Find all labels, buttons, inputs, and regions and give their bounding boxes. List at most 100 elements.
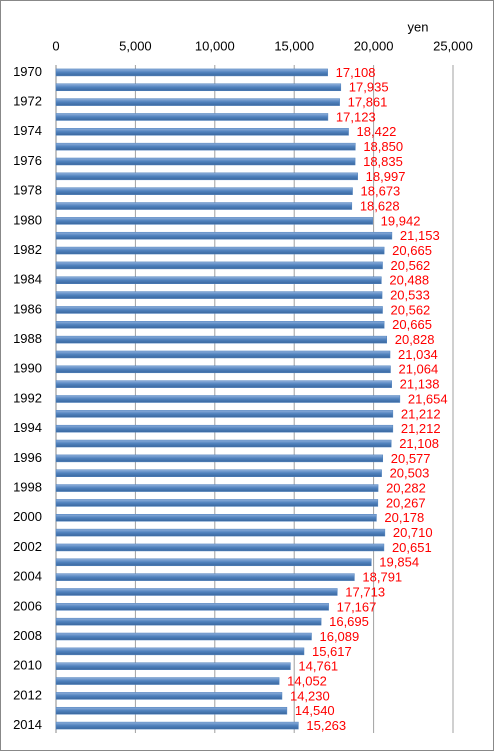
y-tick-label: 2004 [13, 569, 42, 584]
y-tick-label: 2008 [13, 628, 42, 643]
value-label: 18,673 [361, 184, 401, 199]
value-label: 20,651 [392, 540, 432, 555]
y-tick-label: 2000 [13, 509, 42, 524]
bar [55, 83, 342, 92]
bar [55, 113, 329, 121]
value-label: 20,828 [395, 332, 435, 347]
bar [55, 276, 382, 284]
bar [55, 514, 377, 522]
x-tick-label: 20,000 [354, 38, 394, 53]
bar [55, 439, 392, 448]
y-tick-label: 1992 [13, 390, 42, 405]
value-label: 21,212 [401, 421, 441, 436]
y-tick-label: 1990 [13, 361, 42, 376]
value-label: 21,153 [400, 228, 440, 243]
bar [55, 231, 393, 240]
value-label: 20,503 [390, 466, 430, 481]
bar [55, 246, 385, 255]
unit-label: yen [408, 19, 429, 34]
bar [55, 558, 372, 567]
bar [55, 261, 383, 270]
bar [55, 647, 305, 656]
value-label: 20,267 [386, 495, 426, 510]
value-label: 20,488 [389, 273, 429, 288]
bar [55, 306, 383, 314]
value-label: 20,282 [386, 481, 426, 496]
x-tick-label: 5,000 [119, 38, 152, 53]
y-tick-label: 2012 [13, 687, 42, 702]
value-label: 20,710 [393, 525, 433, 540]
value-label: 18,850 [363, 139, 403, 154]
value-label: 18,835 [363, 154, 403, 169]
bar [55, 588, 338, 596]
bar [55, 172, 358, 181]
bar [55, 321, 385, 329]
bar [55, 424, 394, 433]
bar [55, 692, 283, 700]
bar [55, 217, 373, 225]
y-tick-label: 1976 [13, 153, 42, 168]
value-label: 21,138 [400, 377, 440, 392]
y-tick-label: 2002 [13, 539, 42, 554]
y-tick-label: 1984 [13, 272, 42, 287]
value-label: 17,123 [336, 109, 376, 124]
bar [55, 499, 379, 507]
bar [55, 454, 384, 463]
bar [55, 721, 299, 730]
bar [55, 573, 355, 581]
y-tick-label: 1978 [13, 183, 42, 198]
value-label: 14,761 [298, 659, 338, 674]
value-label: 16,089 [319, 629, 359, 644]
bar [55, 335, 387, 344]
x-tick-label: 0 [52, 38, 59, 53]
value-label: 18,422 [357, 124, 397, 139]
bar [55, 202, 353, 210]
x-tick-label: 15,000 [274, 38, 314, 53]
bar [55, 350, 391, 359]
y-tick-label: 1982 [13, 242, 42, 257]
value-label: 14,052 [287, 673, 327, 688]
bar [55, 617, 322, 626]
bar [55, 142, 356, 151]
value-label: 18,628 [360, 198, 400, 213]
bar [55, 706, 288, 715]
value-label: 17,861 [348, 95, 388, 110]
x-tick-label: 10,000 [195, 38, 235, 53]
bar [55, 98, 340, 106]
y-tick-label: 1996 [13, 450, 42, 465]
value-label: 17,167 [337, 599, 377, 614]
bar [55, 291, 383, 299]
bar [55, 662, 291, 670]
value-label: 17,108 [336, 65, 376, 80]
bar [55, 68, 328, 77]
y-tick-label: 2010 [13, 658, 42, 673]
value-label: 21,108 [399, 436, 439, 451]
value-label: 14,230 [290, 688, 330, 703]
value-label: 21,654 [408, 391, 448, 406]
value-label: 15,263 [306, 718, 346, 733]
bar [55, 157, 356, 166]
y-tick-label: 1988 [13, 331, 42, 346]
bar [55, 543, 385, 552]
value-label: 20,533 [390, 288, 430, 303]
bar [55, 528, 386, 537]
value-label: 20,562 [391, 258, 431, 273]
bar [55, 632, 312, 641]
value-label: 20,562 [391, 302, 431, 317]
y-tick-label: 1994 [13, 420, 42, 435]
y-tick-label: 1986 [13, 301, 42, 316]
y-tick-label: 1998 [13, 480, 42, 495]
value-label: 16,695 [329, 614, 369, 629]
y-tick-label: 2006 [13, 598, 42, 613]
bar [55, 484, 379, 492]
value-label: 19,942 [381, 213, 421, 228]
bar [55, 380, 392, 388]
value-label: 20,665 [392, 243, 432, 258]
y-tick-label: 1980 [13, 212, 42, 227]
value-label: 17,935 [349, 80, 389, 95]
value-label: 21,064 [398, 362, 438, 377]
bar [55, 603, 329, 611]
value-label: 21,212 [401, 406, 441, 421]
